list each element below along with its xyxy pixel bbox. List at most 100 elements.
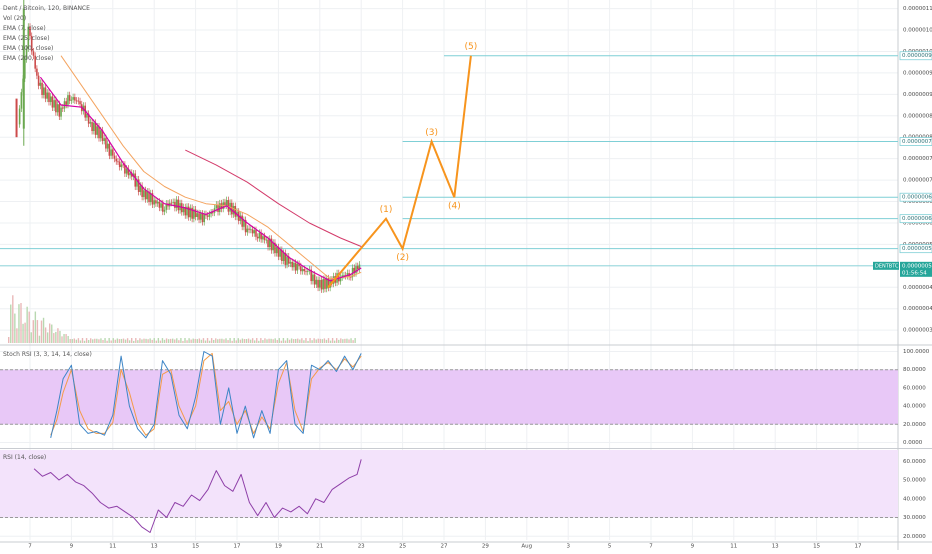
price-tick-label: 0.00000065 [903,199,932,205]
volume-bar [270,338,272,343]
candle-body [246,228,249,233]
candle-body [20,92,23,109]
candle-body [136,179,138,187]
volume-bar [85,338,88,343]
candle-body [196,213,199,218]
volume-bar [348,339,350,343]
rsi-title[interactable]: RSI (14, close) [3,454,47,461]
ema-100-line[interactable] [185,149,362,247]
indicator-ema-100[interactable]: EMA (100, close) [3,45,54,52]
candle-body [68,95,71,101]
volume-bar [319,338,321,343]
indicator-ema-7[interactable]: EMA (7, close) [3,25,46,32]
volume-bar [307,340,309,343]
price-tick-label: 0.00000095 [903,70,932,76]
indicator-ema-25[interactable]: EMA (25, close) [3,35,50,42]
volume-bar [262,340,264,343]
volume-bar [87,340,90,343]
stoch-title[interactable]: Stoch RSI (3, 3, 14, 14, close) [3,351,92,358]
candles [15,0,361,293]
volume-bar [128,340,131,343]
rsi-axis-label: 30.0000 [903,515,926,521]
volume-bar [145,338,147,343]
candle-body [241,215,243,227]
price-tag [899,137,932,146]
candle-body [51,96,54,108]
candle-body [203,214,206,223]
candle-body [282,252,285,261]
candle-body [98,126,100,139]
volume-bar [73,338,75,343]
candle-body [29,26,31,36]
candle-body [89,122,92,124]
stoch-d-line[interactable] [50,352,362,436]
ema-25-line[interactable] [60,55,362,280]
stoch-k-line[interactable] [50,351,362,439]
candle-body [56,104,59,113]
candle-body [346,273,349,277]
date-tick-label: 17 [234,544,241,550]
date-tick-label: 11 [109,544,116,550]
candle-body [322,278,325,290]
volume-bar [282,338,285,343]
volume-bar [303,340,305,343]
candle-body [319,279,321,288]
indicator-vol[interactable]: Vol (20) [3,15,27,22]
candle-body [44,87,47,99]
volume-bar [34,311,37,343]
candle-body [279,249,281,257]
volume-bar [81,338,84,343]
volume-bar [256,338,258,343]
wave-label[interactable]: (2) [396,253,409,263]
volume-bar [32,320,34,343]
volume-bar [229,338,231,343]
volume-bar [241,338,244,343]
candle-body [149,193,152,203]
candle-body [34,55,36,69]
candle-body [227,200,230,212]
volume-bar [153,338,155,343]
volume-bar [141,339,143,343]
rsi-line[interactable] [33,459,362,533]
volume-bar [260,338,262,343]
wave-label[interactable]: (5) [465,42,478,52]
volume-bar [297,338,299,343]
volume-bar [67,336,69,343]
volume-bar [126,338,129,343]
candle-body [55,100,57,113]
date-tick-label: 21 [316,544,323,550]
indicator-ema-200[interactable]: EMA (200, close) [3,55,54,62]
wave-label[interactable]: (3) [425,128,438,138]
ema-7-line[interactable] [39,76,362,282]
volume-bar [8,337,10,343]
price-tag [899,192,932,202]
volume-bar [206,338,209,343]
candle-body [46,92,49,99]
volume-bar [331,338,334,343]
elliott-wave-line[interactable] [327,55,472,288]
date-tick-label: 5 [608,544,612,550]
volume-bar [336,338,338,343]
date-tick-label: 27 [441,544,448,550]
candle-body [225,200,228,206]
price-tick-label: 0.00000035 [903,328,932,334]
candle-body [160,203,162,208]
volume-bar [329,340,332,343]
candle-body [312,274,314,282]
volume-bar [200,339,203,343]
candle-body [18,108,21,125]
price-tag-label: 0.00000066 [902,195,932,201]
candle-body [108,143,111,156]
volume-bar [59,330,61,343]
wave-label[interactable]: (1) [380,205,393,215]
candle-body [79,101,81,105]
candle-body [310,269,312,282]
candle-body [127,168,130,176]
volume-bar [239,339,242,343]
candle-body [248,228,250,230]
wave-label[interactable]: (4) [448,202,461,212]
